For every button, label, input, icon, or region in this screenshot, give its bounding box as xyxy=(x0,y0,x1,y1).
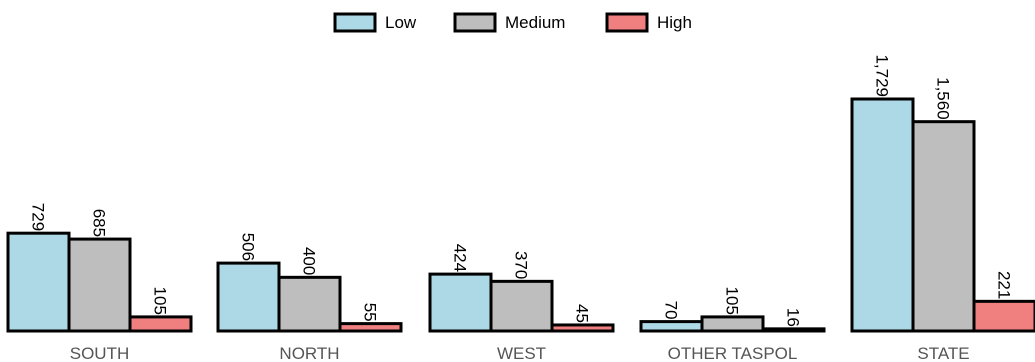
value-label-south-medium: 685 xyxy=(90,209,109,237)
value-label-north-low: 506 xyxy=(239,233,258,261)
bar-other-taspol-medium xyxy=(700,315,765,333)
panel-north: 506 400 55 NORTH xyxy=(216,233,403,362)
category-label-other-taspol: OTHER TASPOL xyxy=(668,344,798,362)
value-label-state-high: 221 xyxy=(995,271,1014,299)
legend-swatch-high xyxy=(605,12,649,33)
bar-north-low xyxy=(216,261,281,333)
category-label-west: WEST xyxy=(497,344,546,362)
bar-south-high xyxy=(128,315,193,333)
value-label-other-taspol-low: 70 xyxy=(662,301,681,320)
value-label-west-medium: 370 xyxy=(512,251,531,279)
legend-swatch-low xyxy=(333,12,377,33)
value-label-state-low: 1,729 xyxy=(873,54,892,97)
panel-south: 729 685 105 SOUTH xyxy=(6,203,193,362)
bar-west-medium xyxy=(489,279,554,333)
bar-north-high xyxy=(338,322,403,333)
value-label-south-low: 729 xyxy=(29,203,48,231)
category-label-north: NORTH xyxy=(279,344,339,362)
category-label-state: STATE xyxy=(917,344,969,362)
panel-west: 424 370 45 WEST xyxy=(428,244,615,362)
value-label-north-medium: 400 xyxy=(300,247,319,275)
bar-state-low xyxy=(850,97,915,333)
bar-west-low xyxy=(428,272,493,333)
bar-other-taspol-low xyxy=(639,320,704,333)
panel-state: 1,729 1,560 221 STATE xyxy=(850,54,1035,362)
bar-other-taspol-high xyxy=(761,327,826,333)
value-label-other-taspol-medium: 105 xyxy=(723,287,742,315)
bar-north-medium xyxy=(277,275,342,333)
chart-legend: Low Medium High xyxy=(333,12,692,33)
legend-swatch-medium xyxy=(453,12,497,33)
value-label-west-high: 45 xyxy=(573,304,592,323)
value-label-north-high: 55 xyxy=(361,303,380,322)
value-label-south-high: 105 xyxy=(151,287,170,315)
category-label-south: SOUTH xyxy=(70,344,130,362)
legend-label-low: Low xyxy=(385,13,417,32)
bar-south-low xyxy=(6,231,71,333)
bar-south-medium xyxy=(67,237,132,333)
chart-panels: 729 685 105 SOUTH 506 400 55 NORTH 424 370 45 WEST 7… xyxy=(6,54,1035,362)
value-label-state-medium: 1,560 xyxy=(934,77,953,120)
bar-west-high xyxy=(550,323,615,333)
value-label-west-low: 424 xyxy=(451,244,470,272)
legend-label-medium: Medium xyxy=(505,13,565,32)
panel-other-taspol: 70 105 16 OTHER TASPOL xyxy=(639,287,826,362)
bar-state-medium xyxy=(911,120,976,333)
value-label-other-taspol-high: 16 xyxy=(784,308,803,327)
bar-state-high xyxy=(972,299,1035,333)
legend-label-high: High xyxy=(657,13,692,32)
